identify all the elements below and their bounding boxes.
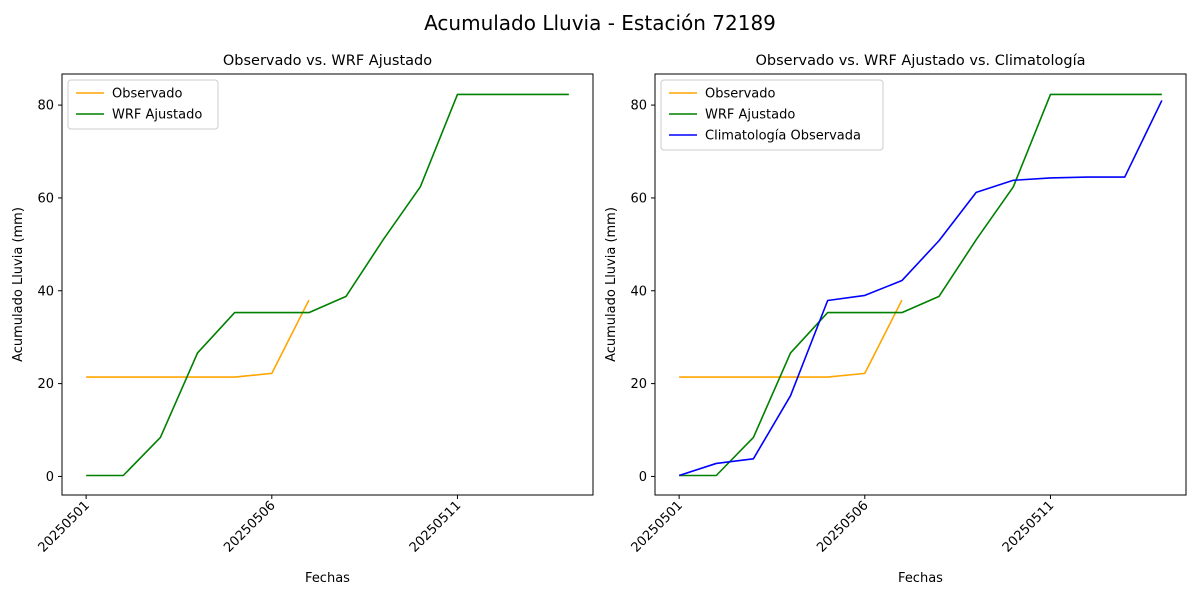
axes-frame xyxy=(654,73,1187,496)
x-tick-label: 20250506 xyxy=(814,498,871,555)
legend-label: Observado xyxy=(112,87,183,102)
x-tick-label: 20250511 xyxy=(1000,498,1057,555)
series-line-wrf-ajustado xyxy=(86,93,569,477)
y-tick-label: 60 xyxy=(37,191,54,206)
y-tick-label: 40 xyxy=(630,284,647,299)
y-tick-label: 40 xyxy=(37,284,54,299)
chart-title: Observado vs. WRF Ajustado xyxy=(223,53,432,69)
series-line-wrf-ajustado xyxy=(679,93,1162,477)
y-axis-label: Acumulado Lluvia (mm) xyxy=(604,207,619,362)
series-line-climatología-observada xyxy=(678,100,1163,477)
x-tick-label: 20250501 xyxy=(629,498,686,555)
y-tick-label: 80 xyxy=(630,99,647,114)
x-axis-label: Fechas xyxy=(898,571,943,586)
y-tick-label: 20 xyxy=(630,377,647,392)
x-tick-label: 20250506 xyxy=(221,498,278,555)
chart-panel-2: Observado vs. WRF Ajustado vs. Climatolo… xyxy=(604,53,1187,586)
legend-label: WRF Ajustado xyxy=(112,108,202,123)
y-tick-label: 20 xyxy=(37,377,54,392)
x-tick-label: 20250501 xyxy=(36,498,93,555)
series-line-observado xyxy=(679,299,903,378)
y-axis-label: Acumulado Lluvia (mm) xyxy=(11,207,26,362)
series-line-observado xyxy=(86,299,310,378)
x-tick-label: 20250511 xyxy=(407,498,464,555)
legend-label: Climatología Observada xyxy=(705,129,861,144)
legend-label: WRF Ajustado xyxy=(705,108,795,123)
y-tick-label: 0 xyxy=(46,470,54,485)
legend: Observado WRF Ajustado Climatología Observ… xyxy=(660,79,884,151)
x-axis-label: Fechas xyxy=(305,571,350,586)
y-tick-label: 60 xyxy=(630,191,647,206)
axes-frame xyxy=(61,73,594,496)
chart-panel-1: Observado vs. WRF Ajustado 0 20 40 60 80 20250… xyxy=(11,53,594,586)
legend-box xyxy=(67,79,219,130)
y-tick-label: 0 xyxy=(639,470,647,485)
legend-label: Observado xyxy=(705,87,776,102)
legend: Observado WRF Ajustado xyxy=(67,79,219,130)
chart-title: Observado vs. WRF Ajustado vs. Climatolo… xyxy=(756,53,1086,69)
legend-box xyxy=(660,79,884,151)
y-tick-label: 80 xyxy=(37,99,54,114)
figure-suptitle: Acumulado Lluvia - Estación 72189 xyxy=(424,11,776,35)
